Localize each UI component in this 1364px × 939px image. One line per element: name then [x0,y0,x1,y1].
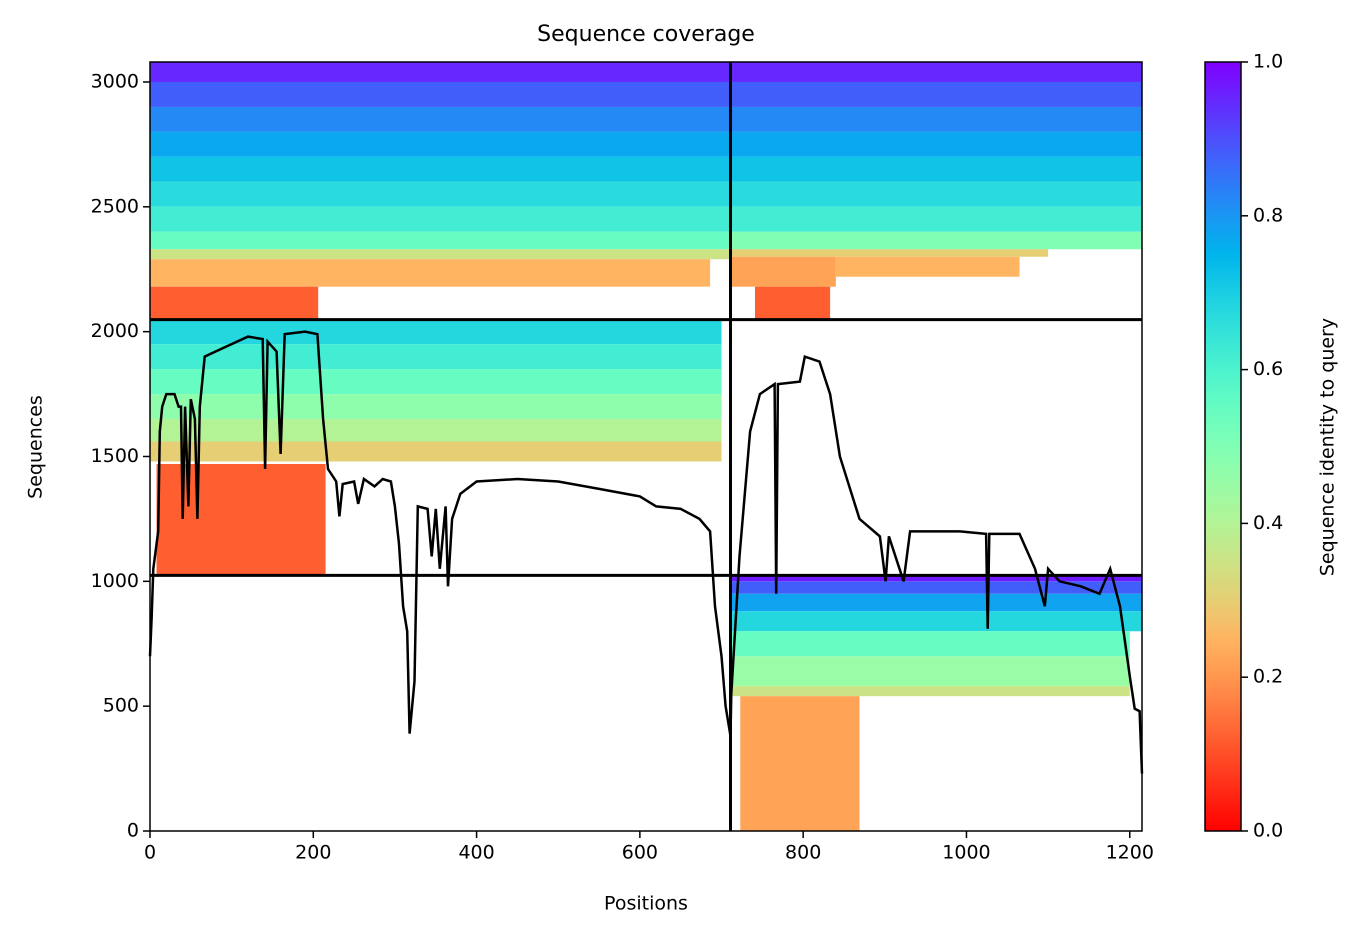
x-axis-label: Positions [604,893,688,915]
coverage-block [150,206,731,232]
coverage-block [150,181,731,207]
coverage-block [730,611,1142,632]
y-tick-label: 0 [127,820,139,842]
x-tick-label: 0 [144,842,156,864]
coverage-block [150,319,722,345]
coverage-block [730,656,1130,687]
coverage-block [150,156,731,182]
coverage-block [150,419,722,442]
colorbar-tick-label: 0.4 [1253,512,1283,534]
colorbar-tick-label: 0.0 [1253,820,1283,842]
coverage-block [150,259,711,287]
coverage-block [730,156,1142,182]
y-tick-label: 2000 [91,320,139,342]
coverage-block [150,106,731,132]
x-tick-label: 1000 [942,842,990,864]
coverage-block [730,631,1130,657]
y-tick-label: 3000 [91,70,139,92]
coverage-block [730,106,1142,132]
coverage-block [150,441,722,462]
coverage-block [730,593,1142,612]
y-axis-label: Sequences [25,395,47,499]
y-tick-label: 1000 [91,570,139,592]
x-tick-label: 800 [785,842,821,864]
colorbar-tick-label: 0.8 [1253,204,1283,226]
coverage-block [730,581,1142,594]
x-tick-label: 1200 [1106,842,1154,864]
y-tick-label: 500 [103,695,139,717]
coverage-block [730,181,1142,207]
colorbar-tick-label: 0.6 [1253,358,1283,380]
coverage-block [730,256,836,287]
y-tick-label: 1500 [91,445,139,467]
coverage-block [730,206,1142,232]
coverage-block [150,249,731,260]
coverage-block [730,81,1142,107]
coverage-block [730,62,1142,82]
x-tick-label: 400 [458,842,494,864]
coverage-block [150,231,731,250]
colorbar [1204,61,1242,832]
colorbar-tick-label: 1.0 [1253,51,1283,73]
coverage-block [730,131,1142,157]
y-tick-label: 2500 [91,195,139,217]
coverage-block [150,81,731,107]
coverage-block [730,575,1142,582]
coverage-block [150,369,722,395]
coverage-block [730,231,1142,250]
coverage-block [150,131,731,157]
plot-frame [149,61,1143,832]
coverage-block [150,62,731,82]
x-tick-label: 600 [622,842,658,864]
coverage-block [150,394,722,420]
chart-title: Sequence coverage [537,22,755,47]
coverage-block [730,686,1130,697]
x-tick-label: 200 [295,842,331,864]
coverage-block [150,286,319,320]
coverage-block [740,696,860,831]
coverage-block [730,249,1049,257]
coverage-line [148,330,1144,774]
coverage-block [754,286,831,320]
coverage-block [150,344,722,370]
colorbar-label: Sequence identity to query [1317,318,1339,576]
coverage-block [835,256,1020,277]
colorbar-tick-label: 0.2 [1253,666,1283,688]
